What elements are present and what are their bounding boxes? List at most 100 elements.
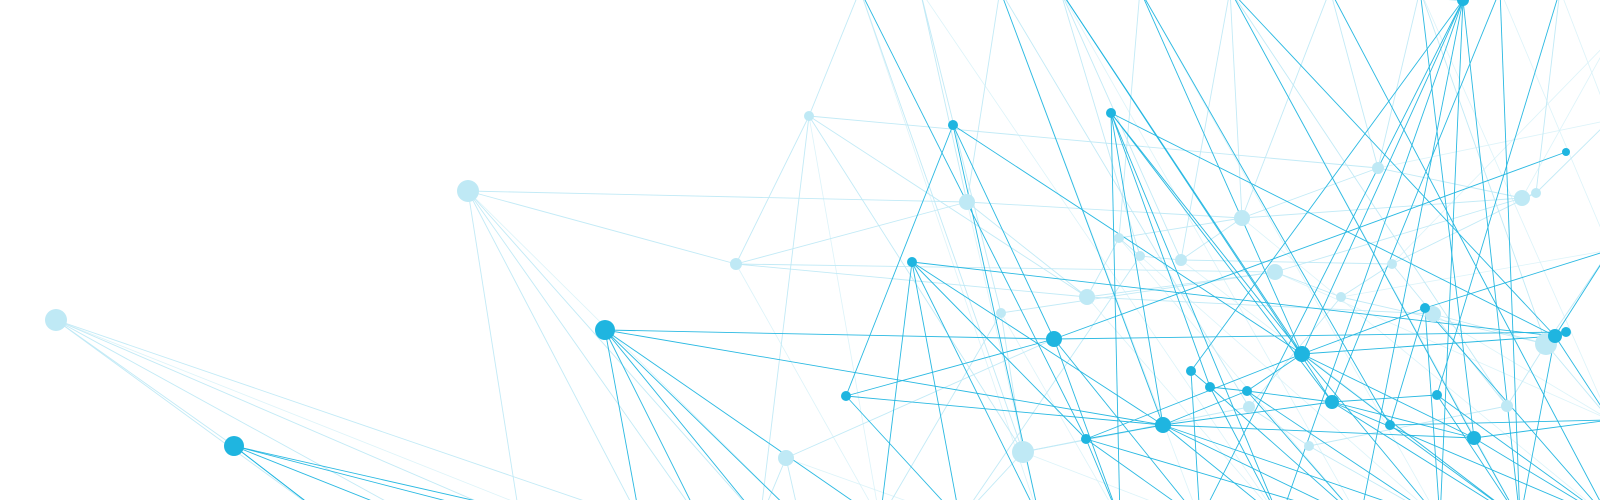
bright-edge-line [233, 445, 445, 500]
faint-edge-line [1145, 0, 1430, 500]
bright-edge-line [1473, 420, 1600, 439]
faint-edge-line [1340, 251, 1600, 298]
bright-edge-line [1003, 0, 1164, 426]
faded-edge-line [1180, 217, 1243, 261]
bright-edge-line [1143, 0, 1303, 355]
faded-edge-line [735, 201, 968, 265]
bright-edge-line [845, 395, 1164, 426]
faded-edge-line [966, 201, 1088, 298]
faded-nodes-layer [45, 111, 1557, 466]
bright-edge-line [604, 329, 1164, 426]
faint-edge-line [1274, 271, 1600, 417]
faded-edge-line [1274, 271, 1342, 298]
bright-edge-line [1363, 0, 1464, 500]
bright-edges-layer [233, 0, 1600, 500]
faded-edge-line [1535, 129, 1600, 194]
bright-edge-line [1523, 335, 1556, 500]
faded-edge-line [1423, 0, 1547, 345]
bright-network-node [595, 320, 615, 340]
bright-network-node [907, 257, 917, 267]
faded-edge-line [1236, 0, 1508, 407]
faded-edge-line [1506, 343, 1547, 407]
bright-edge-line [1389, 419, 1600, 426]
bright-edge-line [1473, 437, 1510, 500]
bright-edge-line [1110, 112, 1164, 426]
faded-edge-line [1432, 313, 1547, 345]
faded-edge-line [921, 0, 968, 203]
faded-edge-line [1180, 259, 1393, 265]
faded-edge-line [966, 201, 1243, 219]
faded-network-node [730, 258, 742, 270]
faded-edge-line [761, 115, 810, 500]
bright-edge-line [952, 124, 1303, 355]
bright-edge-line [1499, 0, 1520, 500]
bright-edge-line [1389, 424, 1494, 500]
faded-network-node [1514, 190, 1530, 206]
faint-edge-line [1432, 313, 1600, 415]
faded-network-node [1243, 401, 1255, 413]
faded-edge-line [1000, 271, 1276, 314]
faded-edge-line [767, 457, 787, 500]
bright-edge-line [1301, 0, 1464, 355]
bright-edge-line [911, 261, 1556, 337]
faint-edge-line [1022, 451, 1150, 500]
faded-network-node [1114, 233, 1124, 243]
faded-edge-line [1535, 0, 1560, 194]
faded-network-node [959, 194, 975, 210]
bright-network-node [1186, 366, 1196, 376]
faded-edge-line [1230, 0, 1243, 219]
bright-network-node [948, 120, 958, 130]
bright-edge-line [1053, 338, 1185, 500]
bright-network-node [1205, 382, 1215, 392]
bright-edge-line [1209, 386, 1270, 500]
bright-edge-line [233, 445, 305, 500]
faded-edge-line [1308, 405, 1508, 447]
bright-network-node [1242, 386, 1252, 396]
bright-network-node [224, 436, 244, 456]
bright-edge-line [1331, 401, 1565, 500]
faded-network-node [1336, 292, 1346, 302]
bright-edge-line [1424, 307, 1440, 500]
bright-edge-line [1162, 424, 1320, 500]
faded-edge-line [1005, 0, 1250, 408]
faded-edge-line [55, 319, 304, 500]
bright-edge-line [845, 124, 954, 397]
faded-network-node [1175, 254, 1187, 266]
faded-edge-line [785, 338, 1055, 459]
bright-edge-line [911, 261, 1031, 500]
faint-edge-line [1377, 121, 1600, 169]
bright-edge-line [1162, 390, 1248, 426]
faded-edge-line [1377, 0, 1419, 169]
faded-network-node [457, 180, 479, 202]
bright-edge-line [1554, 264, 1600, 337]
faded-edge-line [922, 0, 1002, 314]
faded-edge-line [1545, 263, 1600, 345]
bright-network-node [1325, 395, 1339, 409]
bright-edge-line [1424, 307, 1594, 500]
bright-edge-line [1420, 0, 1475, 439]
bright-edge-line [233, 445, 474, 500]
bright-edge-line [1301, 353, 1424, 500]
bright-network-node [1457, 0, 1469, 6]
faint-edge-line [1000, 312, 1109, 500]
bright-edge-line [604, 329, 691, 500]
faint-edge-line [1139, 255, 1418, 500]
bright-edge-line [1473, 437, 1578, 500]
faded-edge-line [1241, 197, 1523, 219]
bright-edge-line [1440, 0, 1464, 500]
faded-edge-line [1340, 263, 1393, 298]
bright-edge-line [864, 0, 1087, 440]
bright-edge-line [1162, 424, 1257, 500]
faded-edge-line [735, 115, 810, 265]
faded-network-node [45, 309, 67, 331]
faint-edge-line [1521, 57, 1600, 199]
bright-edge-line [233, 445, 305, 500]
faded-network-node [804, 111, 814, 121]
bright-edge-line [1238, 0, 1556, 337]
faded-network-node [1234, 210, 1250, 226]
bright-nodes-layer [224, 0, 1571, 456]
bright-edge-line [1234, 0, 1475, 439]
faded-edge-line [1340, 296, 1547, 345]
bright-edge-line [845, 338, 1055, 397]
